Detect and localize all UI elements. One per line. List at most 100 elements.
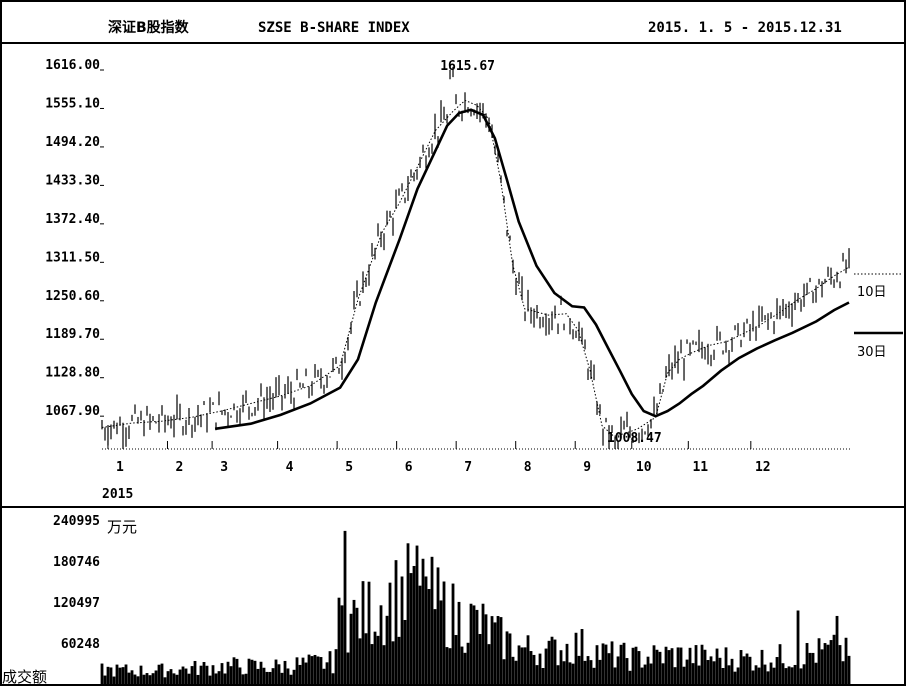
y-tick-label: 1067.90 xyxy=(45,404,100,419)
volume-bar xyxy=(502,659,506,684)
y-tick-label: 1555.10 xyxy=(45,96,100,111)
volume-bar xyxy=(727,665,731,684)
volume-bar xyxy=(175,674,179,684)
volume-bar xyxy=(196,674,200,684)
volume-bar xyxy=(769,662,773,684)
volume-bar xyxy=(748,656,752,684)
volume-bar xyxy=(541,668,545,684)
volume-bar xyxy=(592,667,596,684)
volume-bar xyxy=(382,645,386,684)
volume-bar xyxy=(532,654,536,684)
legend-30day-label: 30日 xyxy=(857,345,887,360)
volume-bar xyxy=(403,619,407,684)
volume-bar xyxy=(784,668,788,684)
x-tick-label: 7 xyxy=(464,460,472,475)
y-tick-label: 1616.00 xyxy=(45,58,100,73)
volume-bar xyxy=(223,673,227,684)
volume-bar xyxy=(523,647,527,684)
volume-bar xyxy=(643,664,647,684)
volume-bar xyxy=(652,645,656,684)
volume-bar xyxy=(493,622,497,684)
volume-bar xyxy=(277,664,281,684)
volume-bar xyxy=(253,660,257,684)
volume-bar xyxy=(244,673,248,684)
volume-bar xyxy=(418,585,422,684)
x-tick-label: 6 xyxy=(405,460,413,475)
volume-bar xyxy=(586,656,590,684)
volume-bar xyxy=(802,664,806,684)
volume-bar xyxy=(370,644,374,684)
volume-bar xyxy=(208,675,212,684)
volume-tick-label: 120497 xyxy=(53,596,100,611)
volume-bar xyxy=(442,581,446,684)
volume-bar xyxy=(349,613,353,684)
volume-bar xyxy=(169,669,173,684)
volume-bars xyxy=(100,530,851,684)
volume-bar xyxy=(508,633,512,684)
volume-bar xyxy=(268,671,272,684)
volume-bar xyxy=(571,663,575,684)
volume-bar xyxy=(709,656,713,684)
price-bars xyxy=(101,66,850,449)
volume-bar xyxy=(193,660,197,684)
volume-tick-label: 180746 xyxy=(53,555,100,570)
volume-bar xyxy=(385,615,389,684)
series-30day-ma xyxy=(214,108,850,431)
volume-bar xyxy=(550,636,554,684)
volume-bar xyxy=(346,652,350,684)
volume-bar xyxy=(679,647,683,684)
volume-bar xyxy=(778,644,782,684)
volume-bar xyxy=(556,665,560,684)
volume-bar xyxy=(781,663,785,684)
volume-bar xyxy=(565,643,569,684)
volume-bar xyxy=(304,662,308,684)
volume-bar xyxy=(364,633,368,684)
volume-bar xyxy=(598,659,602,684)
volume-bar xyxy=(658,651,662,684)
volume-bar xyxy=(394,560,398,684)
volume-bar xyxy=(436,567,440,684)
volume-bar xyxy=(844,637,848,684)
volume-bar xyxy=(640,667,644,684)
volume-bar xyxy=(595,645,599,684)
volume-bar xyxy=(511,656,515,684)
volume-bar xyxy=(799,668,803,684)
volume-bar xyxy=(796,610,800,684)
volume-bar xyxy=(310,656,314,684)
y-tick-label: 1128.80 xyxy=(45,366,100,381)
volume-bar xyxy=(760,649,764,684)
volume-bar xyxy=(190,666,194,684)
volume-tick-label: 240995 xyxy=(53,514,100,529)
volume-bar xyxy=(775,657,779,684)
volume-bar xyxy=(211,665,215,684)
volume-bar xyxy=(754,665,758,684)
volume-bar xyxy=(601,643,605,684)
volume-bar xyxy=(271,668,275,684)
volume-y-axis: 240995 180746 120497 60248 xyxy=(53,514,100,652)
volume-bar xyxy=(331,673,335,684)
volume-bar xyxy=(739,650,743,684)
volume-bar xyxy=(838,645,842,684)
volume-bar xyxy=(118,667,122,684)
volume-bar xyxy=(322,668,326,684)
x-tick-label: 12 xyxy=(755,460,771,475)
volume-bar xyxy=(133,674,137,684)
volume-bar xyxy=(724,647,728,684)
x-tick-label: 5 xyxy=(345,460,353,475)
volume-bar xyxy=(514,660,518,684)
volume-bar xyxy=(286,668,290,684)
title-en: SZSE B-SHARE INDEX xyxy=(258,20,410,36)
volume-bar xyxy=(787,666,791,684)
volume-bar xyxy=(535,665,539,684)
volume-bar xyxy=(649,663,653,684)
volume-bar xyxy=(202,662,206,684)
volume-bar xyxy=(424,576,428,684)
volume-bar xyxy=(298,664,302,684)
y-tick-label: 1494.20 xyxy=(45,135,100,150)
volume-bar xyxy=(547,640,551,684)
volume-bar xyxy=(631,647,635,684)
x-tick-label: 2 xyxy=(176,460,184,475)
volume-bar xyxy=(151,673,155,684)
volume-bar xyxy=(235,658,239,684)
